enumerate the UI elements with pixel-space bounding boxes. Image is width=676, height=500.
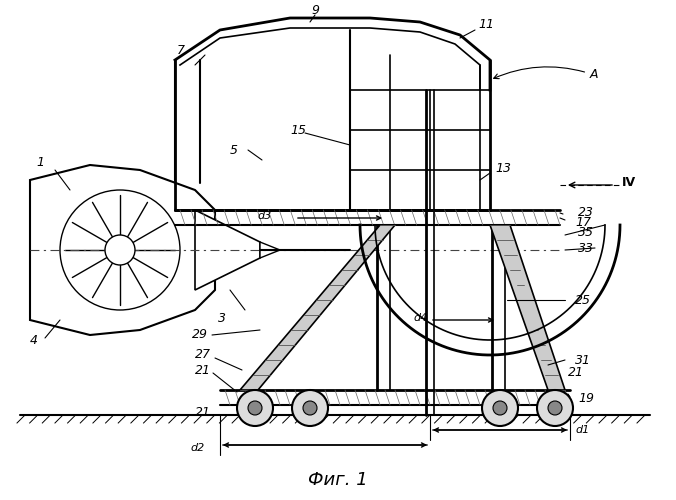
Text: 31: 31: [575, 354, 591, 366]
Text: d2: d2: [191, 443, 205, 453]
Text: IV: IV: [622, 176, 636, 190]
Text: 23: 23: [578, 206, 594, 218]
Text: 33: 33: [578, 242, 594, 254]
Text: 19: 19: [578, 392, 594, 404]
Text: d1: d1: [575, 425, 589, 435]
Circle shape: [105, 235, 135, 265]
Text: 27: 27: [195, 348, 211, 362]
Text: 21: 21: [568, 366, 584, 378]
Circle shape: [248, 401, 262, 415]
Text: 7: 7: [177, 44, 185, 57]
Text: 17: 17: [575, 216, 591, 228]
Text: Фиг. 1: Фиг. 1: [308, 471, 368, 489]
Text: d4: d4: [414, 313, 428, 323]
Circle shape: [237, 390, 273, 426]
Polygon shape: [490, 225, 565, 390]
Text: 11: 11: [478, 18, 494, 32]
Text: d3: d3: [258, 211, 272, 221]
Circle shape: [537, 390, 573, 426]
Circle shape: [493, 401, 507, 415]
Circle shape: [292, 390, 328, 426]
Text: 4: 4: [30, 334, 38, 346]
Polygon shape: [195, 210, 260, 290]
Text: 5: 5: [230, 144, 238, 156]
Text: 3: 3: [218, 312, 226, 324]
Polygon shape: [30, 165, 215, 335]
Circle shape: [303, 401, 317, 415]
Circle shape: [482, 390, 518, 426]
Text: 13: 13: [495, 162, 511, 174]
Text: 29: 29: [192, 328, 208, 342]
Polygon shape: [240, 225, 395, 390]
Polygon shape: [260, 242, 280, 258]
Text: 15: 15: [290, 124, 306, 136]
Text: 21: 21: [195, 406, 211, 418]
Text: 25: 25: [575, 294, 591, 306]
Text: 35: 35: [578, 226, 594, 238]
Circle shape: [548, 401, 562, 415]
Text: 21: 21: [195, 364, 211, 376]
Text: 1: 1: [36, 156, 44, 168]
Text: A: A: [493, 67, 598, 82]
Text: 9: 9: [311, 4, 319, 16]
